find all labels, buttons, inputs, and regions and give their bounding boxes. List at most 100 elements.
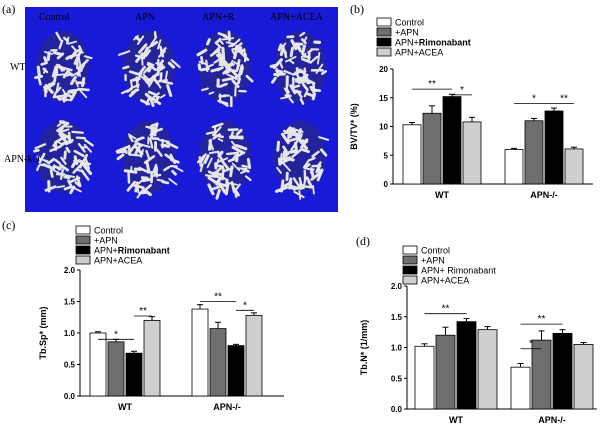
trabecula <box>217 32 228 38</box>
significance-label: ** <box>428 79 436 90</box>
trabecula <box>315 63 324 75</box>
bar <box>544 110 564 185</box>
trabecula <box>299 98 305 105</box>
trabecula <box>163 165 171 172</box>
trabecula <box>147 61 155 67</box>
legend-label: APN+ACEA <box>421 276 469 286</box>
trabecula <box>145 149 151 161</box>
trabecula <box>159 45 165 58</box>
y-tick-label: 1.5 <box>391 313 403 322</box>
y-tick-label: 15 <box>379 94 388 103</box>
trabecula <box>224 61 230 74</box>
trabecula <box>129 79 133 88</box>
trabecular-bone-renderings <box>33 30 330 200</box>
bar <box>456 321 477 410</box>
trabecula <box>282 145 288 153</box>
trabecula <box>203 154 210 165</box>
trabecula <box>36 155 42 162</box>
trabecula <box>117 50 131 56</box>
x-tick-label: APN-/- <box>538 415 566 425</box>
trabecula <box>155 79 168 83</box>
trabecula <box>122 147 128 154</box>
trabecula <box>157 82 162 89</box>
legend-label: +APN <box>94 236 118 246</box>
legend-swatch <box>402 265 418 275</box>
y-axis-title: Tb.Sp* (mm) <box>38 306 48 359</box>
trabecula <box>307 180 313 188</box>
bar <box>107 341 125 397</box>
trabecula <box>208 91 215 95</box>
panel-b-label: (b) <box>350 2 364 16</box>
trabecula <box>277 43 283 52</box>
trabecula <box>144 92 151 99</box>
trabecula <box>288 97 294 104</box>
trabecula <box>293 190 305 199</box>
trabecula <box>208 150 220 155</box>
trabecula <box>320 70 328 75</box>
significance-label: * <box>243 300 247 311</box>
legend-swatch <box>376 37 392 47</box>
legend-swatch <box>75 235 91 245</box>
trabecula <box>319 148 328 157</box>
significance-label: ** <box>214 292 222 303</box>
trabecula <box>77 49 84 54</box>
legend-label: +APN <box>395 28 419 38</box>
trabecula <box>150 173 162 178</box>
trabecula <box>166 84 173 98</box>
trabecula <box>52 140 58 147</box>
trabecula <box>211 133 224 139</box>
trabecula <box>36 164 40 172</box>
trabecula <box>130 88 140 94</box>
trabecula <box>157 64 164 69</box>
trabecula <box>206 38 211 46</box>
trabecula <box>280 96 289 100</box>
trabecula <box>228 43 235 48</box>
trabecula <box>136 35 145 45</box>
trabecula <box>231 162 241 172</box>
trabecula <box>149 36 158 47</box>
trabecula <box>276 166 282 174</box>
trabecula <box>164 153 175 162</box>
trabecula <box>228 66 239 78</box>
trabecula <box>154 122 159 135</box>
trabecula <box>211 122 224 129</box>
trabecula <box>75 80 79 88</box>
legend-label: APN+Rimonabant <box>94 246 170 256</box>
trabecula <box>82 163 93 176</box>
trabecula <box>67 40 77 45</box>
trabecula <box>36 65 41 78</box>
trabecula <box>172 164 184 173</box>
trabecula <box>235 144 248 151</box>
trabecula <box>290 140 299 151</box>
legend-swatch <box>376 17 392 27</box>
trabecula <box>145 125 156 130</box>
trabecula <box>65 36 70 45</box>
trabecula <box>53 69 58 83</box>
significance-label: * <box>114 329 118 340</box>
trabecula <box>133 144 144 156</box>
trabecula <box>196 48 208 57</box>
trabecula <box>65 98 73 102</box>
trabecula <box>311 92 317 101</box>
trabecula <box>299 182 303 191</box>
trabecula <box>201 87 209 92</box>
bar <box>504 149 524 185</box>
trabecula <box>34 143 47 150</box>
trabecula <box>156 39 162 50</box>
trabecula <box>227 30 231 42</box>
trabecula <box>54 94 67 99</box>
trabecula <box>217 138 224 142</box>
trabecula <box>64 174 76 178</box>
trabecula <box>83 55 93 60</box>
trabecula <box>216 66 224 72</box>
panel-c-label: (c) <box>2 218 16 232</box>
trabecula <box>295 67 300 75</box>
trabecula <box>72 69 83 77</box>
trabecula <box>52 51 63 56</box>
bone-specimen <box>33 120 94 195</box>
column-label-apn-r: APN+R <box>202 12 235 23</box>
trabecula <box>72 164 82 174</box>
trabecula <box>288 59 295 65</box>
trabecula <box>290 39 298 51</box>
trabecula <box>49 157 56 164</box>
